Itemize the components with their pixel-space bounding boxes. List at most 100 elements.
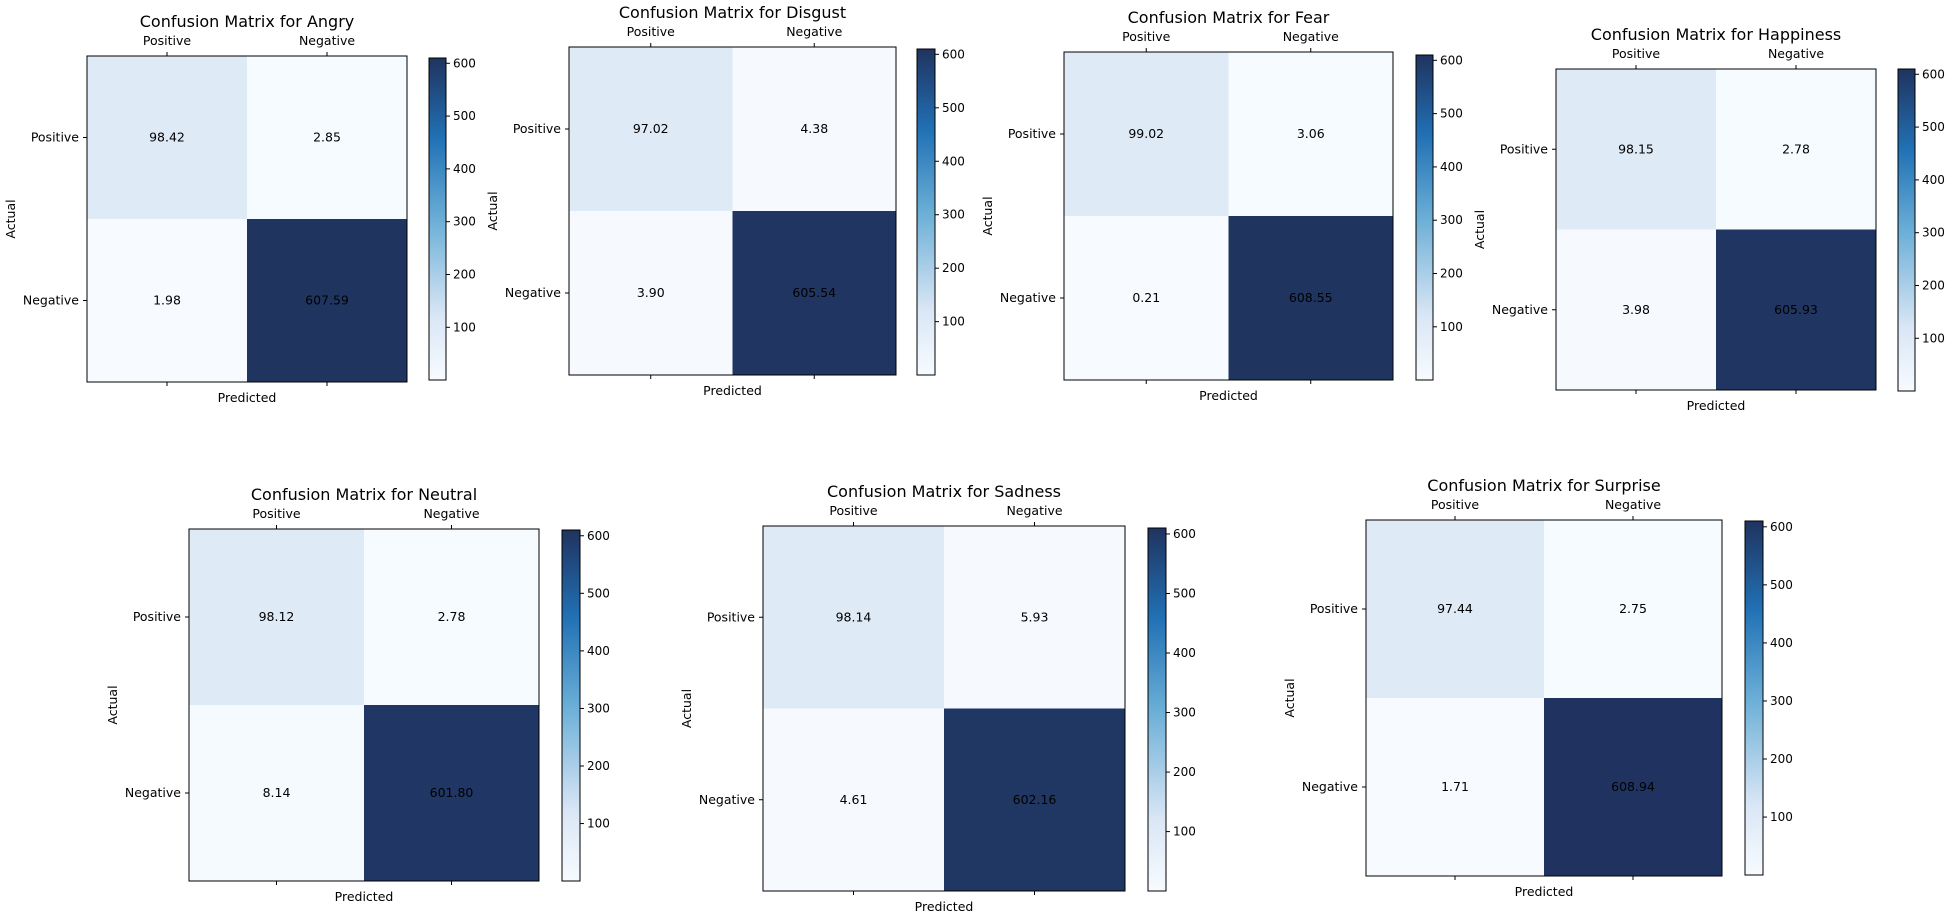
- matrix-frame: [1555, 68, 1877, 391]
- x-axis-label: Predicted: [335, 889, 394, 904]
- colorbar-frame: [1897, 68, 1916, 392]
- x-tick-label: Positive: [1122, 29, 1170, 44]
- matrix-cell: [944, 708, 1125, 891]
- y-axis-label: Actual: [3, 199, 18, 238]
- matrix-cell: [87, 56, 247, 219]
- cell-value-label: 2.78: [1782, 141, 1810, 156]
- colorbar-tick-label: 300: [1440, 213, 1463, 227]
- colorbar-tick-label: 200: [453, 267, 476, 281]
- colorbar-tick-label: 100: [587, 817, 610, 831]
- colorbar-frame: [916, 48, 936, 376]
- colorbar-tick-label: 500: [1440, 107, 1463, 121]
- colorbar-tick-label: 300: [942, 208, 965, 222]
- x-tick-label: Negative: [299, 33, 355, 48]
- matrix-frame: [86, 55, 408, 383]
- matrix-cell: [1556, 229, 1716, 390]
- panel-title: Confusion Matrix for Sadness: [827, 482, 1061, 501]
- x-axis-label: Predicted: [218, 390, 277, 405]
- matrix-frame: [568, 46, 897, 376]
- matrix-cell: [247, 56, 407, 219]
- colorbar-frame: [561, 529, 581, 882]
- colorbar-tick-label: 400: [1440, 160, 1463, 174]
- y-axis-label: Actual: [679, 689, 694, 728]
- cell-value-label: 4.61: [840, 792, 868, 807]
- cell-value-label: 97.44: [1437, 601, 1473, 616]
- colorbar-tick-label: 600: [942, 47, 965, 61]
- colorbar-tick-label: 300: [1173, 706, 1196, 720]
- colorbar: [562, 530, 580, 881]
- colorbar-tick-label: 300: [587, 701, 610, 715]
- y-tick-label: Positive: [1310, 601, 1358, 616]
- x-axis-label: Predicted: [703, 383, 762, 398]
- matrix-cell: [569, 211, 733, 375]
- y-tick-label: Positive: [707, 609, 755, 624]
- colorbar-tick-label: 500: [453, 109, 476, 123]
- matrix-cell: [1064, 216, 1229, 380]
- colorbar-tick-label: 400: [453, 162, 476, 176]
- x-tick-label: Negative: [786, 24, 842, 39]
- cell-value-label: 3.06: [1297, 126, 1325, 141]
- colorbar-tick-label: 200: [1922, 278, 1945, 292]
- colorbar: [1148, 528, 1166, 891]
- colorbar: [429, 58, 446, 380]
- colorbar-tick-label: 200: [942, 261, 965, 275]
- y-axis-label: Actual: [105, 685, 120, 724]
- cell-value-label: 98.15: [1618, 141, 1654, 156]
- colorbar-tick-label: 100: [942, 315, 965, 329]
- cell-value-label: 605.93: [1774, 302, 1818, 317]
- cell-value-label: 3.98: [1622, 302, 1650, 317]
- colorbar: [1416, 55, 1433, 380]
- colorbar-tick-label: 100: [1173, 825, 1196, 839]
- cell-value-label: 8.14: [263, 785, 291, 800]
- x-tick-label: Positive: [1612, 46, 1660, 61]
- colorbar-tick-label: 600: [1770, 520, 1793, 534]
- colorbar-tick-label: 300: [453, 215, 476, 229]
- confusion-matrix-panel: Confusion Matrix for Fear Positive Negativ…: [980, 8, 1463, 403]
- cell-value-label: 1.71: [1441, 779, 1469, 794]
- matrix-frame: [1063, 51, 1394, 381]
- cell-value-label: 2.78: [438, 609, 466, 624]
- cell-value-label: 608.94: [1611, 779, 1655, 794]
- colorbar-frame: [1147, 527, 1167, 892]
- confusion-matrix-panel: Confusion Matrix for Happiness Positive Ne…: [1472, 25, 1945, 413]
- matrix-cell: [944, 526, 1125, 709]
- colorbar-tick-label: 100: [1440, 320, 1463, 334]
- cell-value-label: 601.80: [430, 785, 474, 800]
- colorbar-tick-label: 600: [1173, 527, 1196, 541]
- matrix-cell: [732, 47, 896, 211]
- colorbar-tick-label: 600: [453, 56, 476, 70]
- colorbar-tick-label: 100: [1922, 331, 1945, 345]
- panel-title: Confusion Matrix for Fear: [1128, 8, 1330, 27]
- matrix-cell: [1544, 698, 1722, 876]
- matrix-frame: [1365, 519, 1723, 877]
- cell-value-label: 2.75: [1619, 601, 1647, 616]
- matrix-cell: [1716, 69, 1876, 230]
- colorbar-tick-label: 400: [587, 644, 610, 658]
- cell-value-label: 3.90: [637, 285, 665, 300]
- colorbar-tick-label: 300: [1770, 694, 1793, 708]
- x-tick-label: Positive: [252, 506, 300, 521]
- y-axis-label: Actual: [1472, 210, 1487, 249]
- colorbar: [1898, 69, 1915, 391]
- x-axis-label: Predicted: [1515, 884, 1574, 899]
- cell-value-label: 608.55: [1289, 290, 1333, 305]
- matrix-frame: [762, 525, 1126, 892]
- matrix-cell: [763, 526, 944, 709]
- cell-value-label: 605.54: [792, 285, 836, 300]
- colorbar-tick-label: 600: [1922, 67, 1945, 81]
- matrix-frame: [188, 528, 540, 882]
- colorbar-tick-label: 500: [1173, 586, 1196, 600]
- matrix-cell: [1716, 229, 1876, 390]
- y-tick-label: Negative: [125, 785, 181, 800]
- matrix-cell: [1544, 520, 1722, 698]
- x-axis-label: Predicted: [915, 899, 974, 914]
- colorbar-tick-label: 400: [1922, 173, 1945, 187]
- colorbar-tick-label: 200: [1173, 765, 1196, 779]
- x-axis-label: Predicted: [1199, 388, 1258, 403]
- x-axis-label: Predicted: [1687, 398, 1746, 413]
- matrix-cell: [364, 529, 539, 705]
- y-tick-label: Positive: [133, 609, 181, 624]
- cell-value-label: 2.85: [313, 130, 341, 145]
- cell-value-label: 97.02: [633, 121, 669, 136]
